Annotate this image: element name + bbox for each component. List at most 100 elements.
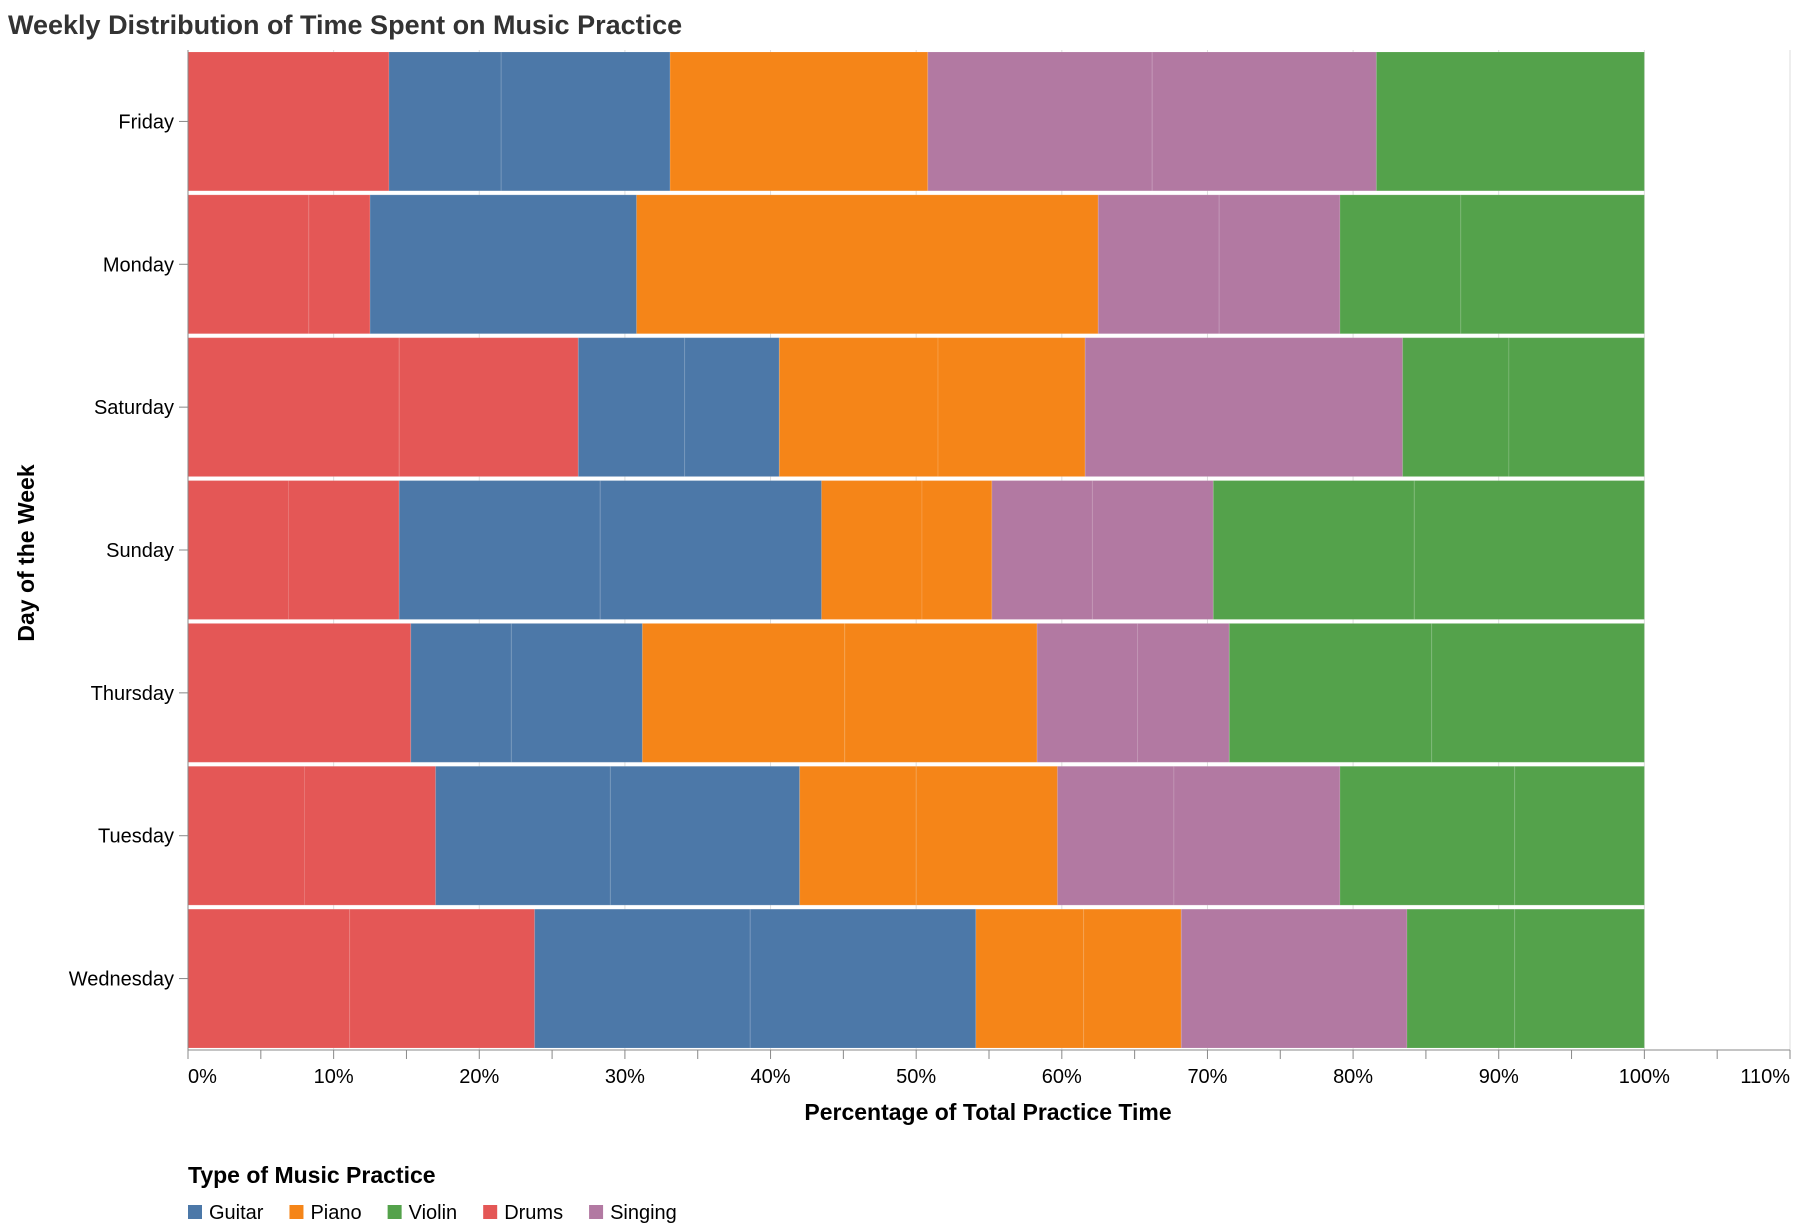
bar-segment-monday-singing-4 [1097,194,1220,335]
bar-segment-tuesday-violin-9 [1514,765,1645,906]
bar-segment-thursday-singing-5 [1036,622,1139,763]
bar-segment-tuesday-singing-7 [1173,765,1341,906]
bar-segment-wednesday-guitar-2 [534,908,751,1049]
bar-segment-saturday-violin-7 [1402,337,1510,478]
bar-segment-wednesday-drums-0 [187,908,351,1049]
x-tick-label: 10% [314,1066,354,1088]
bar-segment-tuesday-violin-8 [1339,765,1516,906]
bar-segment-wednesday-violin-8 [1514,908,1645,1049]
y-tick-label-friday: Friday [118,111,174,133]
bar-segment-monday-violin-7 [1460,194,1645,335]
y-tick-label-tuesday: Tuesday [98,826,174,848]
bar-segment-monday-singing-5 [1218,194,1341,335]
bar-segment-monday-drums-0 [187,194,310,335]
legend-label-drums: Drums [504,1202,563,1224]
y-axis-title: Day of the Week [13,464,39,641]
bar-segment-thursday-singing-6 [1137,622,1230,763]
legend-title: Type of Music Practice [188,1162,436,1188]
bar-segment-sunday-guitar-2 [398,480,601,620]
bar-segment-saturday-piano-5 [937,337,1086,478]
bar-segment-sunday-violin-9 [1413,480,1645,620]
bar-segment-friday-guitar-1 [388,51,502,192]
bar-segment-wednesday-guitar-3 [749,908,977,1049]
legend-label-piano: Piano [310,1202,361,1224]
x-tick-label: 30% [605,1066,645,1088]
bar-segment-tuesday-guitar-2 [435,765,611,906]
bar-segment-monday-guitar-2 [369,194,638,335]
bar-segment-thursday-drums-0 [187,622,412,763]
bar-segment-saturday-piano-4 [778,337,939,478]
legend-label-singing: Singing [610,1202,677,1224]
bar-segment-thursday-piano-3 [641,622,846,763]
bars [187,51,1645,1049]
bar-segment-sunday-singing-7 [1091,480,1214,620]
legend-swatch-drums [483,1205,498,1219]
legend-swatch-singing [589,1205,604,1219]
bar-segment-sunday-violin-8 [1212,480,1415,620]
bar-segment-friday-piano-3 [669,51,929,192]
y-tick-label-thursday: Thursday [91,683,174,705]
bar-segment-sunday-piano-5 [921,480,993,620]
bar-segment-monday-violin-6 [1339,194,1462,335]
bar-segment-sunday-drums-1 [287,480,400,620]
bar-segment-monday-piano-3 [636,194,1099,335]
axes: 0% 10% 20% 30% 40% 50% 60% 70% 80% 90% 100% 110% Fri… [69,50,1791,1088]
bar-segment-thursday-piano-4 [844,622,1038,763]
legend-label-guitar: Guitar [209,1202,264,1224]
bar-segment-sunday-piano-4 [821,480,923,620]
bar-segment-monday-drums-1 [308,194,371,335]
bar-segment-friday-guitar-2 [500,51,671,192]
bar-segment-sunday-singing-6 [991,480,1093,620]
bar-segment-thursday-guitar-1 [410,622,512,763]
bar-segment-wednesday-drums-1 [349,908,536,1049]
bar-segment-saturday-violin-8 [1508,337,1645,478]
bar-segment-friday-drums-0 [187,51,390,192]
x-tick-label: 70% [1187,1066,1227,1088]
bar-segment-tuesday-drums-1 [304,765,437,906]
bar-segment-tuesday-guitar-3 [609,765,801,906]
bar-segment-saturday-drums-0 [187,337,400,478]
bar-segment-friday-singing-4 [927,51,1153,192]
legend-items: Guitar Piano Violin Drums Singing [188,1202,677,1224]
legend-swatch-guitar [188,1205,202,1219]
x-tick-label: 100% [1619,1066,1670,1088]
bar-segment-friday-violin-6 [1375,51,1645,192]
bar-segment-thursday-guitar-2 [510,622,643,763]
bar-segment-friday-singing-5 [1151,51,1377,192]
chart-title: Weekly Distribution of Time Spent on Mus… [8,10,682,40]
x-tick-label: 50% [896,1066,936,1088]
bar-segment-thursday-violin-7 [1228,622,1433,763]
y-tick-label-saturday: Saturday [94,397,174,419]
bar-segment-saturday-singing-6 [1084,337,1404,478]
bar-segment-wednesday-piano-4 [975,908,1085,1049]
x-tick-label: 90% [1479,1066,1519,1088]
bar-segment-tuesday-piano-5 [915,765,1058,906]
bar-segment-tuesday-singing-6 [1056,765,1175,906]
x-tick-label: 40% [751,1066,791,1088]
bar-segment-sunday-guitar-3 [599,480,823,620]
bar-segment-wednesday-piano-5 [1083,908,1182,1049]
x-axis-title: Percentage of Total Practice Time [804,1099,1171,1125]
x-tick-label: 20% [459,1066,499,1088]
bar-segment-wednesday-violin-7 [1406,908,1516,1049]
y-tick-label-wednesday: Wednesday [69,969,174,991]
legend-label-violin: Violin [409,1202,458,1224]
x-tick-label: 80% [1333,1066,1373,1088]
x-tick-label: 60% [1042,1066,1082,1088]
bar-segment-sunday-drums-0 [187,480,289,620]
y-tick-label-sunday: Sunday [106,540,174,562]
bar-segment-saturday-guitar-3 [684,337,780,478]
bar-segment-tuesday-drums-0 [187,765,306,906]
bar-segment-wednesday-singing-6 [1180,908,1408,1049]
bar-segment-tuesday-piano-4 [799,765,917,906]
x-tick-label: 110% [1740,1066,1790,1088]
legend-swatch-piano [289,1205,304,1219]
legend: Type of Music Practice Guitar Piano Violin… [188,1162,677,1224]
y-tick-label-monday: Monday [103,254,174,276]
bar-segment-saturday-guitar-2 [577,337,686,478]
x-tick-label: 0% [188,1066,217,1088]
bar-segment-thursday-violin-8 [1431,622,1645,763]
legend-swatch-violin [387,1205,402,1219]
bar-segment-saturday-drums-1 [398,337,579,478]
